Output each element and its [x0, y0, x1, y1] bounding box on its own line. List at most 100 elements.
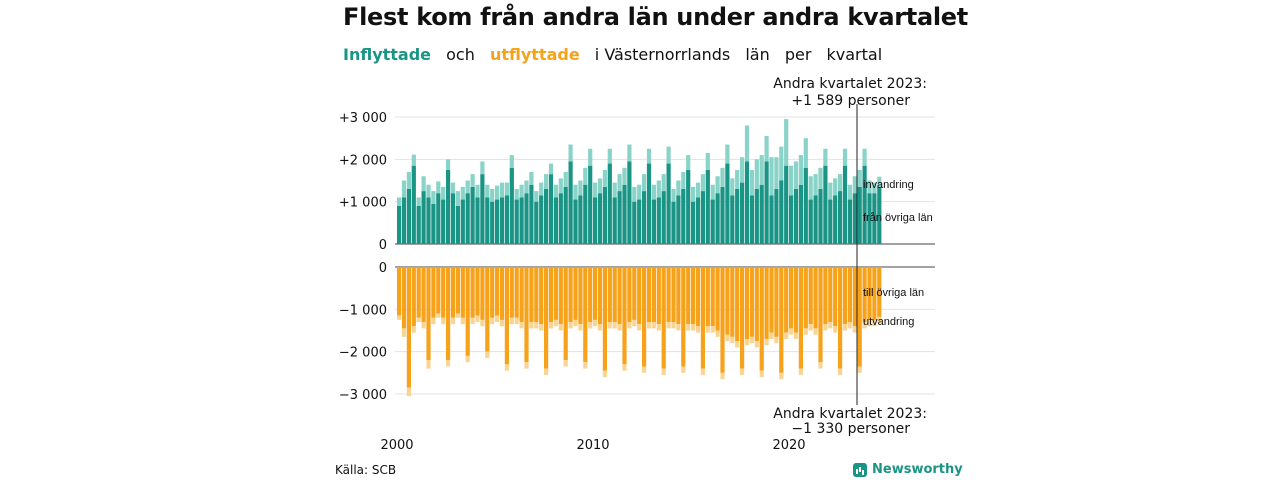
- bar-utflyttade-lan: [406, 267, 411, 388]
- bar-invandring: [852, 176, 857, 194]
- bar-utvandring: [681, 366, 686, 373]
- bar-inflyttade-lan: [529, 184, 534, 244]
- bar-invandring: [666, 146, 671, 164]
- bar-invandring: [651, 184, 656, 200]
- bar-utflyttade-lan: [808, 267, 813, 325]
- bar-invandring: [744, 125, 750, 162]
- bar-inflyttade-lan: [813, 195, 818, 244]
- bar-utflyttade-lan: [857, 267, 862, 367]
- bar-inflyttade-lan: [857, 186, 862, 244]
- bar-utvandring: [779, 372, 784, 380]
- bar-utvandring: [558, 324, 563, 331]
- bar-utvandring: [691, 324, 696, 331]
- bar-invandring: [793, 161, 799, 189]
- bar-inflyttade-lan: [406, 188, 411, 244]
- bar-inflyttade-lan: [691, 201, 696, 244]
- bar-inflyttade-lan: [421, 191, 426, 244]
- bar-utvandring: [740, 368, 745, 375]
- bar-utvandring: [774, 336, 779, 344]
- bar-inflyttade-lan: [828, 199, 833, 244]
- bar-utflyttade-lan: [480, 267, 485, 320]
- bar-utflyttade-lan: [725, 267, 730, 335]
- bar-utvandring: [823, 324, 828, 331]
- bar-invandring: [460, 186, 465, 200]
- bar-utvandring: [504, 364, 509, 371]
- bar-utflyttade-lan: [872, 267, 877, 320]
- bar-inflyttade-lan: [774, 188, 779, 244]
- bar-inflyttade-lan: [867, 193, 872, 244]
- bar-utflyttade-lan: [720, 267, 725, 373]
- bar-inflyttade-lan: [744, 161, 750, 244]
- bar-utvandring: [485, 351, 490, 359]
- bar-invandring: [563, 172, 568, 187]
- bar-inflyttade-lan: [548, 174, 554, 244]
- newsworthy-icon: [853, 462, 867, 477]
- bar-utvandring: [808, 324, 813, 331]
- bar-invandring: [847, 184, 852, 200]
- bar-utvandring: [838, 368, 843, 375]
- bar-inflyttade-lan: [671, 201, 676, 244]
- bar-utvandring: [446, 360, 451, 367]
- bar-utflyttade-lan: [460, 267, 465, 318]
- y-tick-label-top: 0: [379, 238, 387, 253]
- bar-invandring: [798, 155, 803, 185]
- bar-utflyttade-lan: [793, 267, 799, 333]
- bar-invandring: [823, 148, 828, 166]
- bar-utflyttade-lan: [749, 267, 754, 337]
- bar-inflyttade-lan: [877, 186, 882, 244]
- bar-utflyttade-lan: [695, 267, 701, 327]
- bar-utvandring: [646, 322, 652, 329]
- annotation-top-line1: Andra kvartalet 2023:: [773, 76, 927, 92]
- bar-inflyttade-lan: [426, 197, 431, 244]
- bar-utflyttade-lan: [455, 267, 460, 314]
- bar-inflyttade-lan: [573, 199, 578, 244]
- bar-utflyttade-lan: [490, 267, 495, 318]
- bar-utvandring: [710, 326, 715, 333]
- bar-invandring: [588, 148, 593, 166]
- bar-utflyttade-lan: [838, 267, 843, 369]
- bar-utflyttade-lan: [700, 267, 705, 369]
- bar-invandring: [833, 178, 838, 196]
- bar-invandring: [558, 178, 563, 194]
- bar-utvandring: [529, 322, 534, 329]
- bar-utvandring: [475, 315, 480, 323]
- bar-invandring: [759, 155, 764, 185]
- subtitle-och: och: [446, 45, 475, 64]
- bar-utflyttade-lan: [617, 267, 622, 325]
- bar-utvandring: [867, 319, 872, 327]
- bar-utvandring: [720, 372, 725, 380]
- bar-utflyttade-lan: [426, 267, 431, 361]
- brand-logo: Newsworthy: [853, 462, 963, 477]
- bar-utvandring: [627, 322, 632, 329]
- bar-utvandring: [686, 324, 691, 331]
- bar-invandring: [612, 182, 617, 198]
- bar-utflyttade-lan: [446, 267, 451, 361]
- bar-inflyttade-lan: [607, 163, 612, 244]
- bar-invandring: [553, 184, 558, 198]
- bar-inflyttade-lan: [588, 165, 593, 244]
- bar-invandring: [529, 172, 534, 185]
- bar-inflyttade-lan: [862, 165, 867, 244]
- bar-utvandring: [519, 322, 524, 329]
- bar-utflyttade-lan: [563, 267, 568, 361]
- bar-invandring: [495, 185, 500, 200]
- bar-utflyttade-lan: [529, 267, 534, 323]
- y-tick-label-bottom: 0: [379, 261, 387, 276]
- brand-name: Newsworthy: [872, 462, 963, 477]
- bar-invandring: [764, 136, 769, 162]
- bar-utvandring: [847, 322, 852, 329]
- bar-utflyttade-lan: [642, 267, 647, 367]
- x-tick-label: 2010: [576, 438, 609, 453]
- bar-invandring: [828, 182, 833, 200]
- bar-invandring: [534, 191, 539, 202]
- bar-utvandring: [568, 322, 573, 329]
- bar-utflyttade-lan: [789, 267, 794, 329]
- bar-utflyttade-lan: [681, 267, 686, 367]
- bar-utvandring: [764, 338, 769, 346]
- bar-invandring: [504, 182, 509, 196]
- bar-utvandring: [563, 360, 568, 367]
- bar-invandring: [514, 188, 519, 200]
- bar-utvandring: [617, 324, 622, 331]
- bar-invandring: [656, 180, 661, 198]
- series-label-utvandring: utvandring: [863, 316, 914, 328]
